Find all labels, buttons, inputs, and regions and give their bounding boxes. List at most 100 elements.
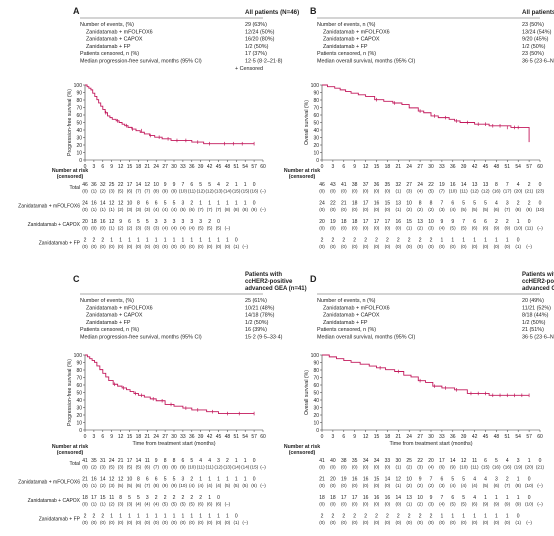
risk-count: 18 — [91, 219, 97, 225]
risk-censored: (0) — [385, 207, 391, 212]
risk-censored: (0) — [109, 520, 115, 525]
risk-count: 1 — [146, 514, 149, 520]
risk-count: 1 — [235, 458, 238, 464]
risk-count: 2 — [342, 514, 345, 520]
risk-censored: (4) — [428, 465, 434, 470]
risk-censored: (5) — [216, 226, 222, 231]
risk-count: 5 — [164, 201, 167, 207]
x-tick-label: 6 — [101, 164, 104, 170]
x-tick-label: 30 — [171, 434, 177, 440]
risk-censored: (8) — [515, 207, 521, 212]
risk-count: 2 — [419, 238, 422, 244]
x-tick-label: 18 — [385, 164, 391, 170]
risk-censored: (0) — [144, 520, 150, 525]
risk-censored: (0) — [225, 520, 231, 525]
y-tick-label: 20 — [313, 143, 319, 149]
risk-count: 2 — [93, 514, 96, 520]
risk-censored: (0) — [100, 520, 106, 525]
risk-count: 9 — [430, 495, 433, 501]
risk-censored: (0) — [352, 207, 358, 212]
risk-censored: (0) — [341, 207, 347, 212]
stat-value: 1/2 (50%) — [522, 320, 546, 326]
risk-censored: (0) — [352, 465, 358, 470]
x-tick-label: 15 — [374, 434, 380, 440]
risk-censored: (5) — [189, 502, 195, 507]
y-axis-label: Progression-free survival (%) — [67, 359, 73, 426]
risk-count: 0 — [253, 477, 256, 483]
stat-value: 13/24 (54%) — [522, 29, 552, 35]
risk-count: 6 — [155, 201, 158, 207]
risk-censored: (5) — [428, 189, 434, 194]
panel-title: All patients (N=46) — [245, 9, 299, 16]
risk-count: 14 — [450, 458, 456, 464]
risk-censored: (15) — [250, 465, 259, 470]
risk-count: 2 — [397, 238, 400, 244]
risk-count: 1 — [517, 477, 520, 483]
panel-title-line: advanced GEA (n=41) — [245, 286, 307, 292]
risk-count: 1 — [137, 514, 140, 520]
km-curve — [85, 354, 255, 415]
risk-count: 9 — [119, 219, 122, 225]
risk-count: 16 — [374, 495, 380, 501]
risk-censored: (0) — [395, 244, 401, 249]
stat-value: 17 (37%) — [245, 51, 267, 57]
risk-count: 1 — [128, 238, 131, 244]
risk-censored: (0) — [330, 207, 336, 212]
risk-count: 0 — [253, 201, 256, 207]
risk-censored: (4) — [472, 483, 478, 488]
risk-count: 10 — [127, 201, 133, 207]
risk-count: 3 — [182, 201, 185, 207]
risk-censored: (0) — [82, 207, 88, 212]
risk-count: 2 — [408, 238, 411, 244]
x-tick-label: 27 — [417, 434, 423, 440]
risk-header: Number at risk — [52, 168, 88, 174]
risk-censored: (4) — [439, 502, 445, 507]
risk-count: 1 — [110, 238, 113, 244]
stat-label: Zanidatamab + mFOLFOX6 — [86, 305, 153, 311]
panel-title-line: ccHER2-positive — [522, 279, 554, 285]
risk-censored: (0) — [91, 226, 97, 231]
risk-count: 1 — [495, 238, 498, 244]
risk-count: 8 — [430, 201, 433, 207]
risk-censored: (0) — [341, 244, 347, 249]
y-tick-label: 30 — [313, 405, 319, 411]
risk-censored: (0) — [341, 189, 347, 194]
risk-censored: (6) — [494, 483, 500, 488]
risk-censored: (2) — [406, 207, 412, 212]
risk-censored: (3) — [109, 189, 115, 194]
risk-count: 13 — [483, 182, 489, 188]
risk-count: 2 — [430, 238, 433, 244]
risk-censored: (12) — [197, 189, 206, 194]
x-tick-label: 48 — [494, 164, 500, 170]
risk-count: 13 — [406, 495, 412, 501]
risk-censored: (4) — [189, 226, 195, 231]
risk-censored: (5) — [127, 483, 133, 488]
risk-count: 0 — [517, 238, 520, 244]
risk-censored: (5) — [109, 465, 115, 470]
risk-censored: (0) — [82, 226, 88, 231]
risk-censored: (0) — [319, 465, 325, 470]
risk-count: 17 — [127, 458, 133, 464]
risk-censored: (9) — [251, 207, 257, 212]
risk-censored: (5) — [198, 226, 204, 231]
risk-censored: (0) — [109, 244, 115, 249]
risk-count: 5 — [164, 477, 167, 483]
risk-censored: (0) — [198, 520, 204, 525]
risk-count: 1 — [226, 514, 229, 520]
risk-censored: (5) — [450, 226, 456, 231]
risk-count: 2 — [419, 514, 422, 520]
risk-censored: (3) — [439, 483, 445, 488]
risk-censored: (–) — [526, 244, 532, 249]
risk-censored: (1) — [100, 502, 106, 507]
risk-count: 3 — [506, 201, 509, 207]
risk-censored: (0) — [352, 244, 358, 249]
risk-censored: (2) — [406, 483, 412, 488]
risk-count: 1 — [473, 238, 476, 244]
risk-count: 16 — [352, 477, 358, 483]
risk-censored: (2) — [428, 207, 434, 212]
risk-count: 21 — [341, 201, 347, 207]
stat-label: Zanidatamab + mFOLFOX6 — [323, 29, 390, 35]
risk-count: 2 — [342, 238, 345, 244]
risk-count: 36 — [374, 182, 380, 188]
risk-censored: (0) — [363, 520, 369, 525]
